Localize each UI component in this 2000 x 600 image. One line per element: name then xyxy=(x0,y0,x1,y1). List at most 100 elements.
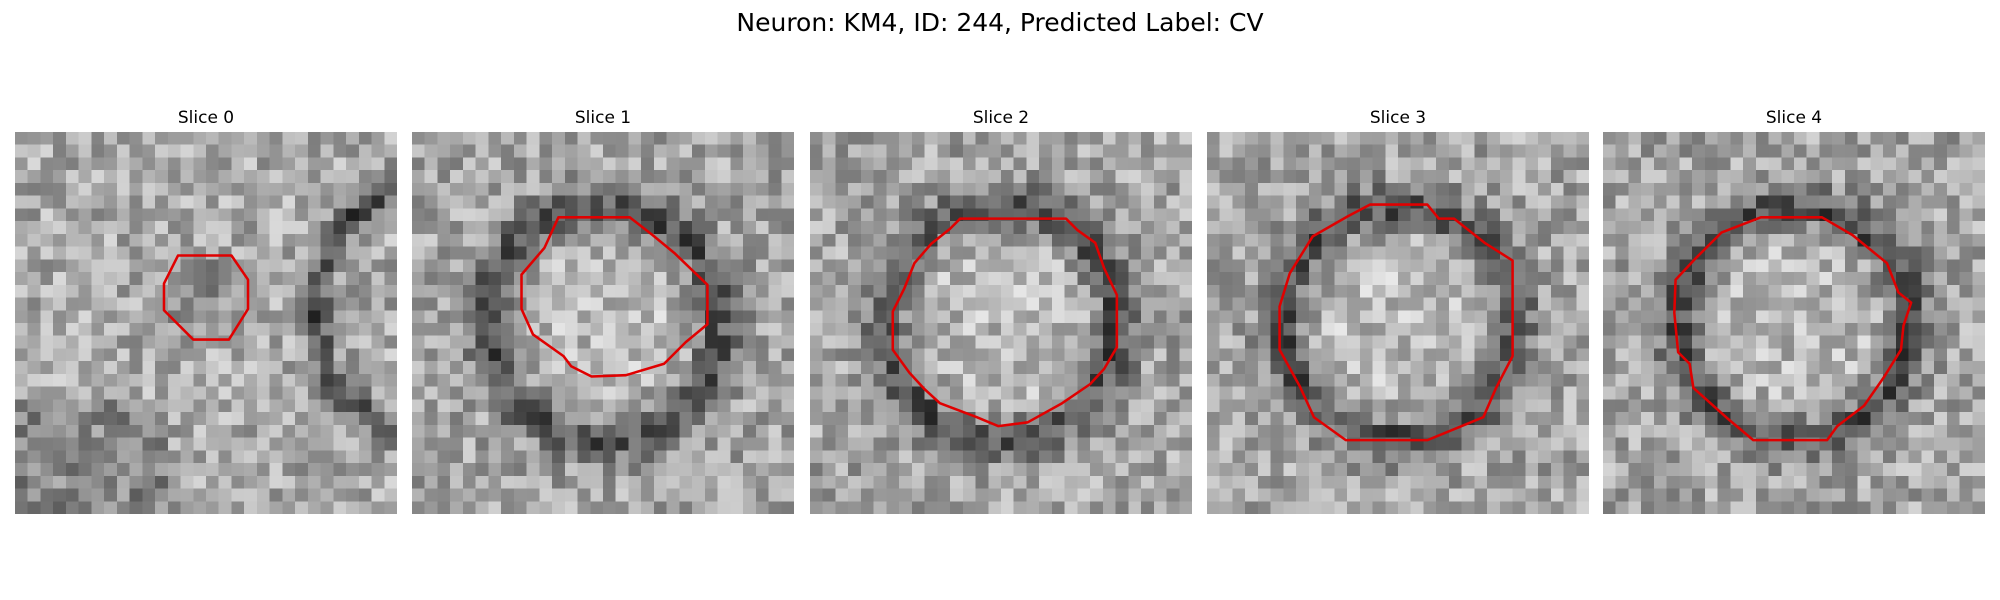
image-pixel xyxy=(1398,221,1411,235)
image-pixel xyxy=(1525,259,1539,273)
image-pixel xyxy=(924,208,938,222)
image-pixel xyxy=(1385,323,1399,336)
image-pixel xyxy=(1232,157,1246,171)
image-pixel xyxy=(1372,284,1386,298)
image-pixel xyxy=(1972,386,1985,400)
image-pixel xyxy=(1794,310,1807,324)
image-pixel xyxy=(1448,475,1462,489)
image-pixel xyxy=(142,182,156,196)
image-pixel xyxy=(1090,144,1104,158)
image-pixel xyxy=(1410,272,1424,286)
image-pixel xyxy=(1679,335,1693,349)
image-pixel xyxy=(1615,450,1629,464)
image-pixel xyxy=(848,182,862,196)
image-pixel xyxy=(295,221,309,235)
image-pixel xyxy=(755,335,769,349)
image-pixel xyxy=(1908,386,1922,400)
image-pixel xyxy=(244,157,258,171)
image-pixel xyxy=(1730,399,1744,413)
image-pixel xyxy=(1946,386,1960,400)
image-pixel xyxy=(129,361,143,375)
image-pixel xyxy=(78,335,92,349)
image-pixel xyxy=(781,450,794,464)
image-pixel xyxy=(730,335,744,349)
image-pixel xyxy=(848,195,862,209)
image-pixel xyxy=(835,361,849,375)
image-pixel xyxy=(78,208,92,222)
image-pixel xyxy=(1832,259,1846,273)
image-pixel xyxy=(873,348,887,362)
image-pixel xyxy=(1717,488,1731,502)
image-pixel xyxy=(193,297,207,311)
image-pixel xyxy=(911,386,925,400)
image-pixel xyxy=(1051,182,1065,196)
image-pixel xyxy=(1755,386,1769,400)
image-pixel xyxy=(590,157,604,171)
image-pixel xyxy=(1385,335,1399,349)
image-pixel xyxy=(641,170,655,184)
image-pixel xyxy=(488,182,502,196)
image-pixel xyxy=(155,310,169,324)
image-pixel xyxy=(1857,475,1871,489)
image-pixel xyxy=(1474,488,1488,502)
image-pixel xyxy=(1001,221,1014,235)
image-pixel xyxy=(628,450,642,464)
image-pixel xyxy=(1334,412,1348,426)
image-pixel xyxy=(603,399,616,413)
image-pixel xyxy=(1819,424,1833,438)
image-pixel xyxy=(924,310,938,324)
image-pixel xyxy=(860,488,874,502)
image-pixel xyxy=(1026,348,1040,362)
image-pixel xyxy=(1487,170,1501,184)
image-pixel xyxy=(256,437,270,451)
image-pixel xyxy=(501,501,515,514)
image-pixel xyxy=(307,144,321,158)
image-pixel xyxy=(1538,463,1552,477)
image-pixel xyxy=(950,233,964,247)
image-pixel xyxy=(333,361,347,375)
image-pixel xyxy=(950,335,964,349)
image-pixel xyxy=(450,208,464,222)
image-pixel xyxy=(717,246,731,260)
image-pixel xyxy=(1946,501,1960,514)
image-pixel xyxy=(1743,386,1757,400)
image-pixel xyxy=(193,144,207,158)
image-pixel xyxy=(1077,284,1091,298)
image-pixel xyxy=(1448,373,1462,387)
image-pixel xyxy=(666,157,680,171)
image-pixel xyxy=(1525,386,1539,400)
image-pixel xyxy=(1090,488,1104,502)
image-pixel xyxy=(730,361,744,375)
image-pixel xyxy=(1245,335,1259,349)
image-pixel xyxy=(1538,488,1552,502)
image-pixel xyxy=(1563,450,1577,464)
image-pixel xyxy=(1245,259,1259,273)
image-pixel xyxy=(641,488,655,502)
image-pixel xyxy=(1743,475,1757,489)
image-pixel xyxy=(1334,373,1348,387)
image-pixel xyxy=(462,348,476,362)
image-pixel xyxy=(860,310,874,324)
image-pixel xyxy=(1781,157,1795,171)
image-pixel xyxy=(886,399,900,413)
image-pixel xyxy=(333,132,347,145)
image-pixel xyxy=(1921,475,1935,489)
image-pixel xyxy=(692,348,706,362)
image-pixel xyxy=(1166,144,1180,158)
image-pixel xyxy=(577,386,591,400)
image-pixel xyxy=(142,195,156,209)
image-pixel xyxy=(320,297,334,311)
image-pixel xyxy=(717,501,731,514)
image-pixel xyxy=(53,221,67,235)
image-pixel xyxy=(193,348,207,362)
image-pixel xyxy=(1743,412,1757,426)
image-pixel xyxy=(1946,323,1960,336)
image-pixel xyxy=(1743,233,1757,247)
image-pixel xyxy=(975,170,989,184)
image-pixel xyxy=(1436,233,1450,247)
image-pixel xyxy=(1525,335,1539,349)
image-pixel xyxy=(615,361,629,375)
image-pixel xyxy=(810,272,823,286)
image-pixel xyxy=(450,323,464,336)
image-pixel xyxy=(412,170,425,184)
